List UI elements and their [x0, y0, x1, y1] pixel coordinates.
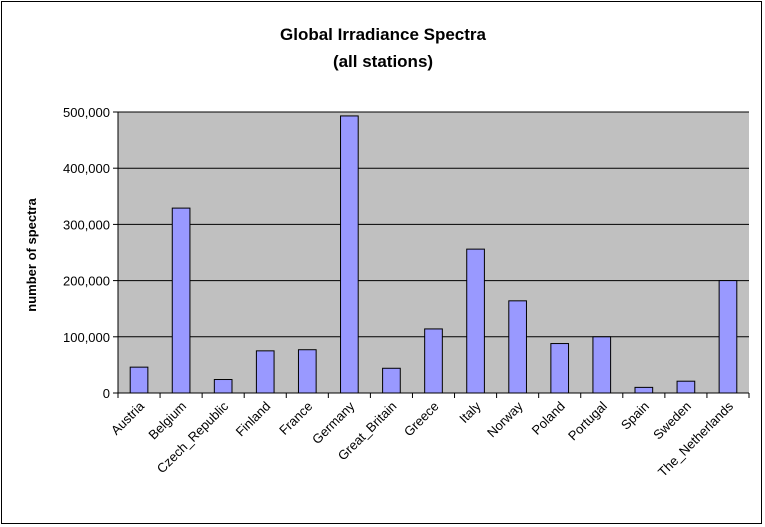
- x-tick-label: Greece: [401, 399, 442, 440]
- bar-sweden: [676, 380, 696, 394]
- x-tick-label: Portugal: [565, 398, 610, 443]
- y-axis-label: number of spectra: [24, 198, 39, 312]
- x-tick-label: Finland: [233, 399, 274, 440]
- bar-great-britain: [382, 367, 401, 394]
- bar-the-netherlands: [718, 280, 738, 394]
- y-tick-labels: 0 100,000 200,000 300,000 400,000 500,000: [63, 105, 110, 401]
- bar-italy: [466, 248, 485, 394]
- bar-czech-republic: [213, 379, 233, 394]
- bar-belgium: [171, 207, 191, 394]
- x-tick-label: Spain: [618, 399, 652, 433]
- x-tick-label: Austria: [108, 398, 148, 438]
- bar-greece: [424, 328, 443, 394]
- x-tick-label: Czech_Republic: [154, 398, 232, 476]
- y-tick-label: 0: [103, 386, 110, 401]
- x-tick-label: The_Netherlands: [655, 398, 736, 479]
- gridlines: [118, 111, 749, 338]
- x-tick-label: Poland: [529, 399, 568, 438]
- axes: [113, 111, 750, 398]
- y-tick-label: 200,000: [63, 274, 110, 289]
- bar-norway: [508, 300, 527, 394]
- bar-poland: [550, 343, 570, 394]
- y-tick-label: 400,000: [63, 161, 110, 176]
- y-tick-label: 500,000: [63, 105, 110, 120]
- chart-subtitle: (all stations): [333, 52, 433, 71]
- y-tick-label: 100,000: [63, 330, 110, 345]
- x-tick-label: France: [276, 399, 315, 438]
- chart-title: Global Irradiance Spectra: [280, 25, 487, 44]
- x-tick-label: Italy: [456, 398, 484, 426]
- bar-germany: [340, 115, 359, 394]
- bar-finland: [255, 350, 275, 394]
- bar-spain: [634, 386, 654, 394]
- bar-austria: [129, 366, 149, 394]
- y-tick-label: 300,000: [63, 217, 110, 232]
- x-tick-label: Norway: [484, 398, 526, 440]
- bar-portugal: [592, 336, 612, 394]
- bar-france: [297, 349, 317, 394]
